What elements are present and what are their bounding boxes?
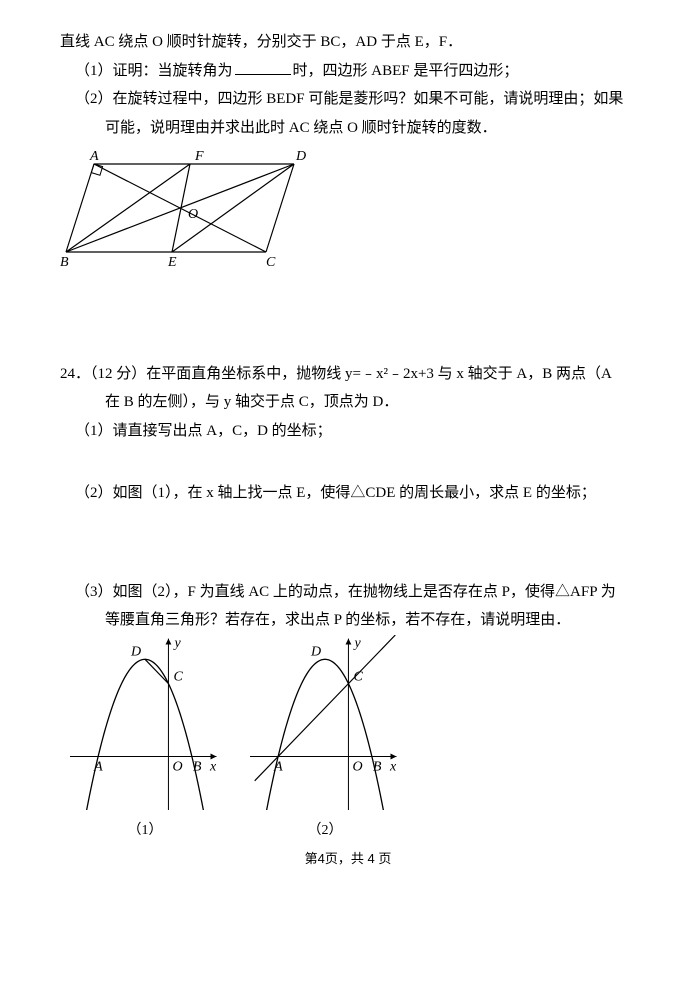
svg-text:y: y (172, 636, 181, 651)
parallelogram-diagram: A F D B E C O (60, 148, 310, 273)
svg-text:A: A (89, 149, 99, 164)
svg-text:O: O (352, 759, 362, 774)
q24-stem-b: 在 B 的左侧），与 y 轴交于点 C，顶点为 D． (60, 388, 636, 417)
svg-text:A: A (273, 759, 283, 774)
fig2-caption: （2） (250, 818, 400, 845)
q24-part3a: （3）如图（2），F 为直线 AC 上的动点，在抛物线上是否存在点 P，使得△A… (60, 578, 636, 607)
svg-text:x: x (209, 759, 217, 774)
svg-text:O: O (172, 759, 182, 774)
svg-text:x: x (389, 759, 397, 774)
parabola-figure-2: D C A OBx y (250, 635, 400, 810)
svg-text:A: A (93, 759, 103, 774)
q24-part1: （1）请直接写出点 A，C，D 的坐标； (60, 417, 636, 446)
svg-text:B: B (193, 759, 202, 774)
svg-text:B: B (60, 255, 69, 270)
svg-text:B: B (373, 759, 382, 774)
svg-text:D: D (295, 149, 306, 164)
svg-text:E: E (167, 255, 177, 270)
fig1-caption: （1） (70, 818, 220, 845)
svg-text:D: D (130, 644, 141, 659)
q24-fig1-wrap: D C A OBx y （1） (70, 635, 220, 845)
q24-stem-a: 24．（12 分）在平面直角坐标系中，抛物线 y=﹣x²﹣2x+3 与 x 轴交… (60, 360, 636, 389)
svg-text:y: y (352, 636, 361, 651)
q23-part1-pre: （1）证明：当旋转角为 (75, 63, 233, 79)
q24-figures-row: DCAOBxy （1） DCAOBxy （2） (70, 635, 636, 845)
q23-part1-post: 时，四边形 ABEF 是平行四边形； (293, 63, 519, 79)
fill-blank (235, 59, 291, 75)
page-footer: 第4页，共 4 页 (60, 847, 636, 872)
q23-part2b: 可能，说明理由并求出此时 AC 绕点 O 顺时针旋转的度数． (60, 114, 636, 143)
q23-part2a: （2）在旋转过程中，四边形 BEDF 可能是菱形吗？如果不可能，请说明理由；如果 (60, 85, 636, 114)
svg-text:D: D (310, 644, 321, 659)
q23-part1: （1）证明：当旋转角为 时，四边形 ABEF 是平行四边形； (60, 57, 636, 86)
q23-line0: 直线 AC 绕点 O 顺时针旋转，分别交于 BC，AD 于点 E，F． (60, 28, 636, 57)
q24-fig2-wrap: D C A OBx y （2） (250, 635, 400, 845)
q23-figure: A F D B E C O (60, 148, 636, 284)
svg-text:O: O (188, 207, 198, 222)
svg-text:C: C (173, 669, 183, 684)
svg-text:C: C (353, 669, 363, 684)
q24-part3b: 等腰直角三角形？若存在，求出点 P 的坐标，若不存在，请说明理由． (60, 606, 636, 635)
q24-part2: （2）如图（1），在 x 轴上找一点 E，使得△CDE 的周长最小，求点 E 的… (60, 479, 636, 508)
parabola-figure-1: D C A OBx y (70, 635, 220, 810)
svg-text:F: F (194, 149, 204, 164)
svg-text:C: C (266, 255, 276, 270)
